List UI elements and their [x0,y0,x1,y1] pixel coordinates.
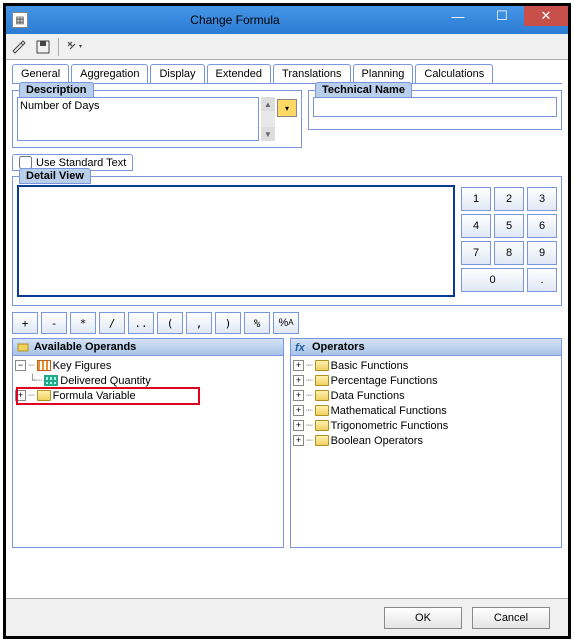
minimize-button[interactable]: — [436,6,480,26]
tree-data-fn[interactable]: +┈Data Functions [293,388,559,403]
expand-icon[interactable]: + [293,420,304,431]
key-1[interactable]: 1 [461,187,491,211]
tab-translations[interactable]: Translations [273,64,351,83]
save-icon[interactable] [34,38,52,56]
tree-delivered-qty[interactable]: └┈ Delivered Quantity [15,373,281,388]
op-plus[interactable]: + [12,312,38,334]
folder-icon [315,390,329,401]
collapse-icon[interactable]: − [15,360,26,371]
tree-formula-variable[interactable]: + ┈ Formula Variable [15,388,281,403]
window-title: Change Formula [34,13,436,27]
expand-icon[interactable]: + [293,375,304,386]
folder-icon [315,420,329,431]
operands-icon [17,341,31,353]
operators-panel: fx Operators +┈Basic Functions +┈Percent… [290,338,562,548]
sysmenu-icon[interactable]: ▦ [12,12,28,28]
technical-input[interactable] [313,97,557,117]
key-8[interactable]: 8 [494,241,524,265]
key-4[interactable]: 4 [461,214,491,238]
folder-icon [315,435,329,446]
tab-extended[interactable]: Extended [207,64,271,83]
tabstrip: General Aggregation Display Extended Tra… [12,64,562,84]
key-7[interactable]: 7 [461,241,491,265]
tree-math-fn[interactable]: +┈Mathematical Functions [293,403,559,418]
keyfigure-icon [37,360,51,371]
description-input[interactable]: Number of Days [17,97,259,141]
key-2[interactable]: 2 [494,187,524,211]
formula-canvas[interactable] [17,185,455,297]
cancel-button[interactable]: Cancel [472,607,550,629]
op-minus[interactable]: - [41,312,67,334]
expand-icon[interactable]: + [293,405,304,416]
op-lparen[interactable]: ( [157,312,183,334]
detail-group: Detail View 1 2 3 4 5 6 7 8 9 0 . [12,176,562,306]
toolbar [6,34,568,60]
svg-text:fx: fx [295,342,306,353]
op-mult[interactable]: * [70,312,96,334]
tab-display[interactable]: Display [150,64,204,83]
measure-icon [44,375,58,386]
ok-button[interactable]: OK [384,607,462,629]
tree-key-figures[interactable]: − ┈ Key Figures [15,358,281,373]
expand-icon[interactable]: + [15,390,26,401]
maximize-button[interactable]: ☐ [480,6,524,26]
folder-icon [315,405,329,416]
key-3[interactable]: 3 [527,187,557,211]
op-pct[interactable]: % [244,312,270,334]
technical-label: Technical Name [315,82,412,98]
key-6[interactable]: 6 [527,214,557,238]
expand-icon[interactable]: + [293,435,304,446]
close-button[interactable]: ✕ [524,6,568,26]
separator [58,38,59,56]
edit-icon[interactable] [10,38,28,56]
footer: OK Cancel [6,598,568,636]
available-operands-panel: Available Operands − ┈ Key Figures └┈ De… [12,338,284,548]
scroll-down-icon[interactable]: ▼ [261,127,275,141]
key-5[interactable]: 5 [494,214,524,238]
tools-dropdown-icon[interactable] [65,38,83,56]
detail-label: Detail View [19,168,91,184]
operators-label: Operators [312,341,365,353]
tree-pct-fn[interactable]: +┈Percentage Functions [293,373,559,388]
op-range[interactable]: .. [128,312,154,334]
op-div[interactable]: / [99,312,125,334]
description-group: Description Number of Days ▲ ▼ ▾ [12,90,302,148]
operands-tree[interactable]: − ┈ Key Figures └┈ Delivered Quantity + … [13,356,283,547]
standard-text-label: Use Standard Text [36,157,126,169]
tree-basic-fn[interactable]: +┈Basic Functions [293,358,559,373]
op-rparen[interactable]: ) [215,312,241,334]
key-dot[interactable]: . [527,268,557,292]
tree-trig-fn[interactable]: +┈Trigonometric Functions [293,418,559,433]
tab-aggregation[interactable]: Aggregation [71,64,148,83]
folder-icon [37,390,51,401]
op-pcta[interactable]: %A [273,312,299,334]
operator-buttons: + - * / .. ( , ) % %A [12,312,562,334]
expand-icon[interactable]: + [293,390,304,401]
scrollbar[interactable]: ▲ ▼ [261,97,275,141]
fx-icon: fx [295,341,309,353]
expand-icon[interactable]: + [293,360,304,371]
keypad: 1 2 3 4 5 6 7 8 9 0 . [461,185,557,301]
technical-group: Technical Name [308,90,562,130]
titlebar: ▦ Change Formula — ☐ ✕ [6,6,568,34]
available-operands-label: Available Operands [34,341,136,353]
op-comma[interactable]: , [186,312,212,334]
key-0[interactable]: 0 [461,268,524,292]
tab-general[interactable]: General [12,64,69,83]
description-label: Description [19,82,94,98]
tab-calculations[interactable]: Calculations [415,64,493,83]
tree-bool-op[interactable]: +┈Boolean Operators [293,433,559,448]
folder-icon [315,360,329,371]
operators-tree[interactable]: +┈Basic Functions +┈Percentage Functions… [291,356,561,547]
folder-icon [315,375,329,386]
key-9[interactable]: 9 [527,241,557,265]
scroll-up-icon[interactable]: ▲ [261,97,275,111]
variable-picker-button[interactable]: ▾ [277,99,297,117]
tab-planning[interactable]: Planning [353,64,414,83]
